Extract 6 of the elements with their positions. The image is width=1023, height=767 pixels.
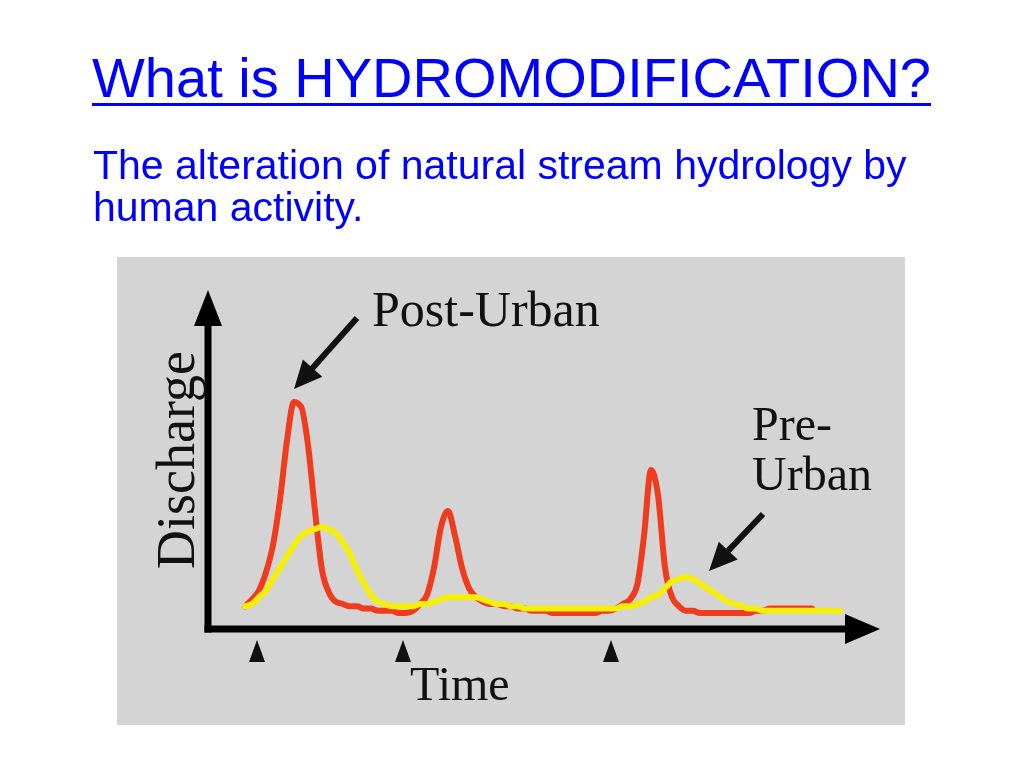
chart-subtitle: The alteration of natural stream hydrology by human activity. <box>93 142 908 230</box>
series-label: Post-Urban <box>372 281 600 337</box>
chart-title: What is HYDROMODIFICATION? <box>91 46 932 110</box>
text: Pre-Urban <box>752 397 872 500</box>
x-axis-title: Time <box>410 657 510 710</box>
y-axis-title: Discharge <box>146 351 206 569</box>
